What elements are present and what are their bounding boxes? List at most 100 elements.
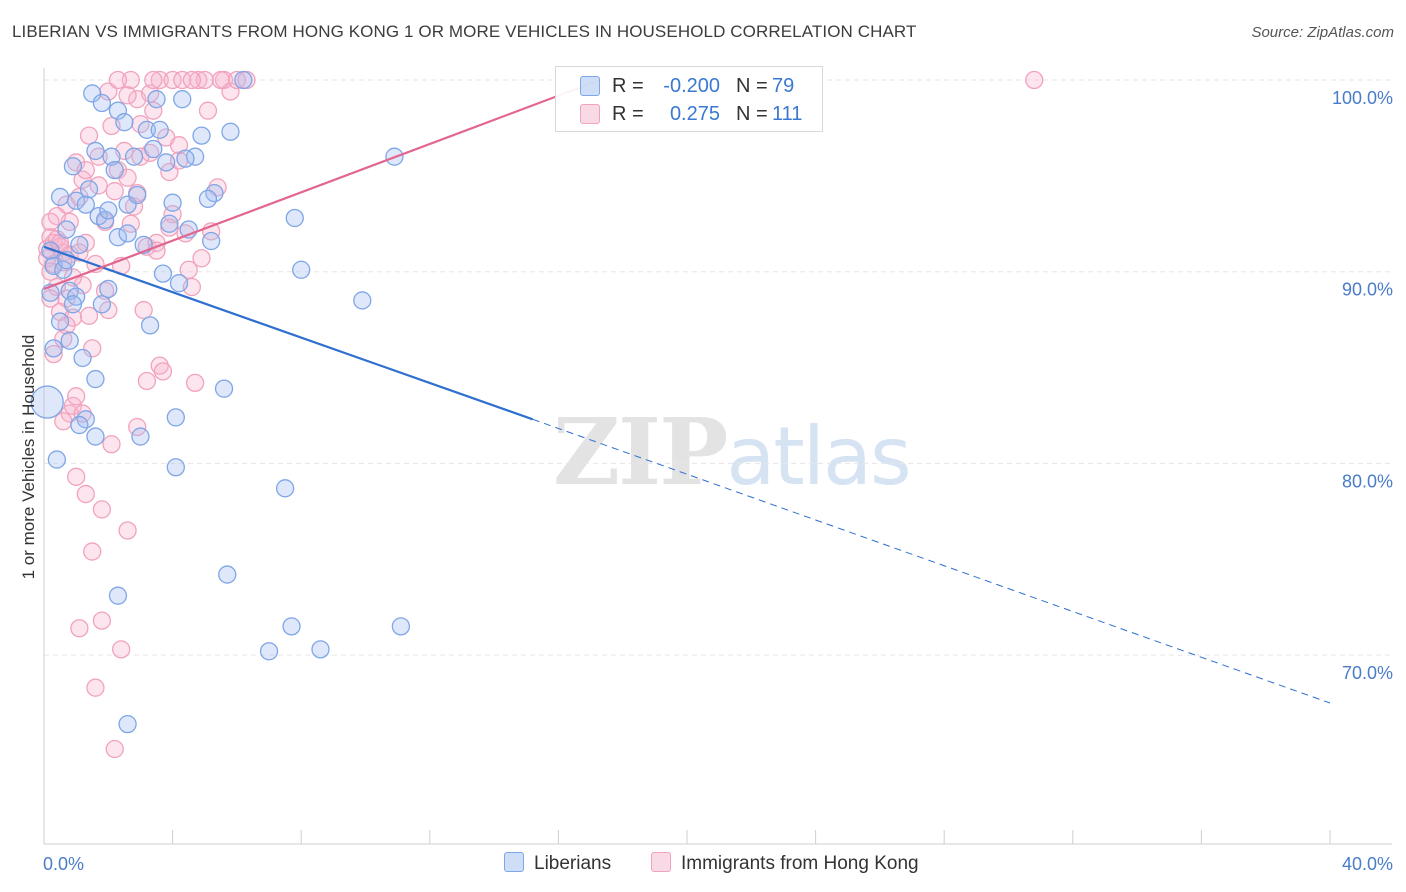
point-hong-kong xyxy=(153,362,173,381)
point-liberians xyxy=(218,565,237,584)
point-hong-kong xyxy=(92,611,112,630)
point-liberians xyxy=(73,348,92,368)
watermark-zip: ZIP xyxy=(553,398,728,506)
point-liberians xyxy=(160,214,179,233)
trend-lines xyxy=(43,78,1331,704)
legend-row-hong-kong: R = 0.275 N = 111 xyxy=(556,101,822,129)
point-liberians xyxy=(169,274,189,293)
point-liberians xyxy=(102,147,121,166)
legend-r-label: R = xyxy=(612,75,644,97)
point-hong-kong xyxy=(150,356,169,375)
point-liberians xyxy=(57,220,76,239)
point-hong-kong xyxy=(112,640,131,659)
point-hong-kong xyxy=(41,212,60,232)
point-hong-kong xyxy=(73,170,92,189)
chart-title: LIBERIAN VS IMMIGRANTS FROM HONG KONG 1 … xyxy=(12,22,917,41)
point-hong-kong xyxy=(227,70,247,90)
point-hong-kong xyxy=(144,70,163,90)
point-hong-kong xyxy=(70,619,89,638)
point-liberians xyxy=(124,147,144,166)
point-liberians xyxy=(173,90,192,109)
point-liberians xyxy=(259,642,279,661)
point-liberians xyxy=(105,160,124,180)
legend-r-label: R = xyxy=(612,103,644,125)
point-liberians xyxy=(108,101,128,120)
point-hong-kong xyxy=(124,197,144,216)
point-hong-kong xyxy=(173,70,192,90)
y-tick-label: 90.0% xyxy=(1342,280,1393,300)
point-liberians xyxy=(41,241,60,260)
point-liberians xyxy=(70,235,89,255)
trend-line-liberians xyxy=(43,245,534,421)
point-liberians xyxy=(140,316,160,335)
point-hong-kong xyxy=(189,70,208,90)
point-liberians xyxy=(63,295,83,314)
point-hong-kong xyxy=(137,371,157,391)
point-liberians xyxy=(131,427,150,446)
point-liberians xyxy=(50,187,70,207)
bottom-legend-hong-kong: Immigrants from Hong Kong xyxy=(651,852,919,875)
legend-swatch-blue xyxy=(504,852,524,872)
point-liberians xyxy=(92,295,112,314)
point-liberians xyxy=(108,586,128,605)
legend-r-value: 0.275 xyxy=(669,103,720,125)
point-liberians xyxy=(192,126,211,145)
legend-swatch-pink xyxy=(580,104,600,124)
point-hong-kong xyxy=(89,147,108,166)
tick-labels: 70.0% 80.0% 90.0% 100.0% 0.0% 40.0% xyxy=(43,88,1393,874)
point-liberians xyxy=(137,120,157,139)
watermark-atlas: atlas xyxy=(726,410,911,503)
point-hong-kong xyxy=(179,260,198,279)
point-liberians xyxy=(202,231,221,251)
point-hong-kong xyxy=(44,344,63,364)
point-liberians xyxy=(86,369,105,389)
point-hong-kong xyxy=(121,70,140,90)
point-hong-kong xyxy=(67,467,86,486)
point-liberians xyxy=(30,385,64,419)
point-hong-kong xyxy=(134,300,153,320)
point-hong-kong xyxy=(150,70,169,90)
legend-row-liberians: R = -0.200 N = 79 xyxy=(556,73,822,101)
point-hong-kong xyxy=(198,101,218,120)
point-liberians xyxy=(292,260,311,279)
point-liberians xyxy=(391,617,411,636)
bottom-legend-liberians: Liberians xyxy=(504,852,611,875)
point-hong-kong xyxy=(73,404,92,423)
point-hong-kong xyxy=(89,176,108,195)
point-hong-kong xyxy=(41,228,60,247)
legend-n-value: 111 xyxy=(772,103,803,125)
point-hong-kong xyxy=(118,86,137,105)
point-liberians xyxy=(147,90,166,109)
y-tick-label: 80.0% xyxy=(1342,471,1393,491)
legend-n-label: N = xyxy=(736,103,768,125)
point-liberians xyxy=(353,291,372,310)
point-liberians xyxy=(115,113,134,132)
legend-n-label: N = xyxy=(736,75,768,97)
point-hong-kong xyxy=(86,678,105,697)
point-liberians xyxy=(86,141,105,161)
point-liberians xyxy=(50,312,70,331)
point-hong-kong xyxy=(163,70,182,90)
point-liberians xyxy=(63,157,83,176)
point-hong-kong xyxy=(83,542,102,561)
point-liberians xyxy=(311,640,330,659)
point-hong-kong xyxy=(1025,70,1044,90)
legend-swatch-pink xyxy=(651,852,671,872)
point-hong-kong xyxy=(102,435,121,454)
point-hong-kong xyxy=(195,70,214,90)
trend-line-liberians-extrapolated xyxy=(532,418,1331,704)
chart-source: Source: ZipAtlas.com xyxy=(1251,24,1394,41)
point-liberians xyxy=(128,185,147,205)
point-hong-kong xyxy=(144,101,163,120)
point-liberians xyxy=(163,193,182,212)
point-hong-kong xyxy=(76,484,95,504)
point-hong-kong xyxy=(54,412,73,431)
point-hong-kong xyxy=(108,70,128,90)
point-liberians xyxy=(153,264,173,283)
point-hong-kong xyxy=(105,739,124,759)
point-liberians xyxy=(118,195,137,214)
point-liberians xyxy=(76,195,95,214)
point-liberians xyxy=(60,331,79,350)
point-liberians xyxy=(99,279,118,299)
